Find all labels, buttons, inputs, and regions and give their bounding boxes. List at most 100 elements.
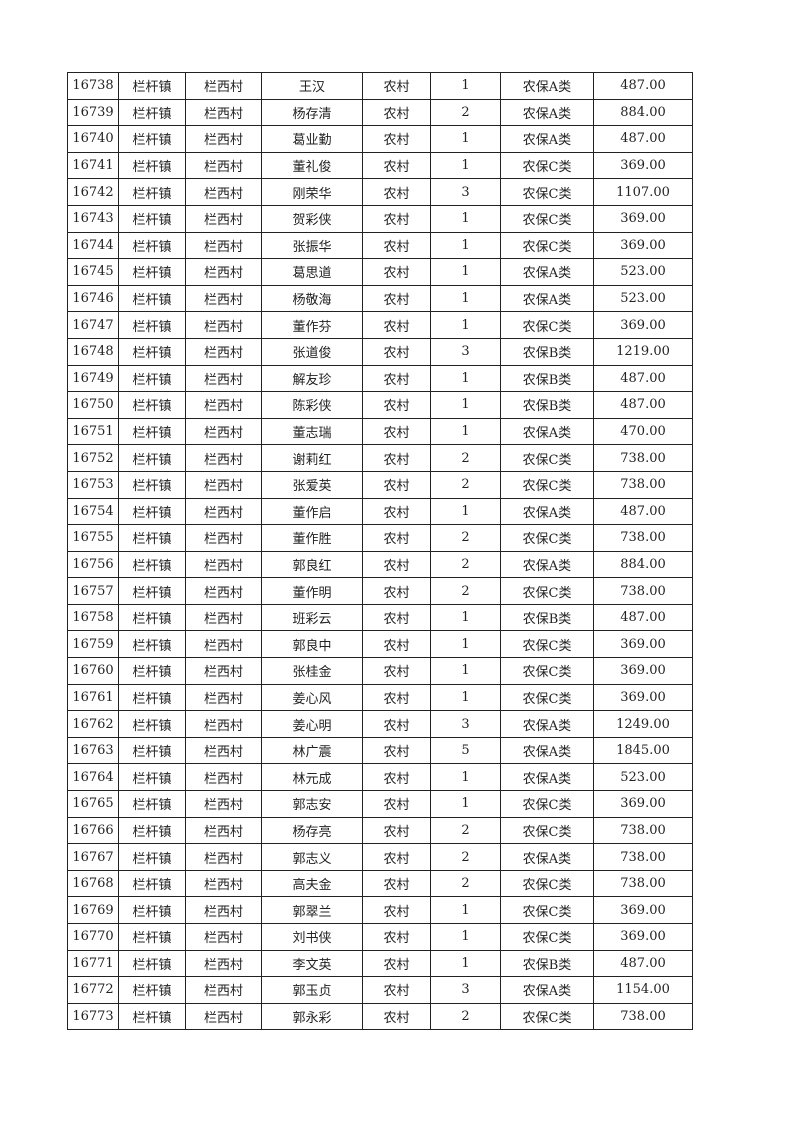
row-id-cell: 16756: [67, 550, 119, 579]
household-type-cell: 农村: [362, 896, 431, 924]
village-cell: 栏西村: [185, 284, 262, 313]
table-row: 16744 栏杆镇 栏西村 张振华 农村 1 农保C类 369.00: [67, 231, 693, 260]
household-type-cell: 农村: [362, 231, 431, 260]
insurance-class-cell: 农保C类: [500, 470, 594, 499]
member-count-cell: 3: [430, 710, 501, 738]
insurance-class-cell: 农保B类: [500, 391, 594, 419]
member-count-cell: 2: [430, 524, 501, 552]
village-cell: 栏西村: [185, 657, 262, 685]
insurance-class-cell: 农保A类: [500, 72, 594, 100]
household-type-cell: 农村: [362, 790, 431, 818]
town-cell: 栏杆镇: [118, 337, 186, 366]
member-count-cell: 2: [430, 470, 501, 499]
name-cell: 姜心明: [261, 710, 363, 738]
town-cell: 栏杆镇: [118, 949, 186, 978]
row-id-cell: 16759: [67, 630, 119, 659]
household-type-cell: 农村: [362, 178, 431, 206]
amount-cell: 1845.00: [593, 736, 693, 765]
name-cell: 董作明: [261, 577, 363, 605]
household-type-cell: 农村: [362, 710, 431, 738]
table-row: 16759 栏杆镇 栏西村 郭良中 农村 1 农保C类 369.00: [67, 630, 693, 659]
row-id-cell: 16747: [67, 311, 119, 339]
row-id-cell: 16772: [67, 976, 119, 1004]
amount-cell: 369.00: [593, 630, 693, 659]
town-cell: 栏杆镇: [118, 1002, 186, 1031]
table-row: 16762 栏杆镇 栏西村 姜心明 农村 3 农保A类 1249.00: [67, 710, 693, 738]
member-count-cell: 1: [430, 683, 501, 712]
table-row: 16747 栏杆镇 栏西村 董作芬 农村 1 农保C类 369.00: [67, 311, 693, 339]
name-cell: 郭志义: [261, 843, 363, 871]
town-cell: 栏杆镇: [118, 923, 186, 951]
name-cell: 张桂金: [261, 657, 363, 685]
amount-cell: 487.00: [593, 949, 693, 978]
row-id-cell: 16768: [67, 869, 119, 898]
row-id-cell: 16758: [67, 603, 119, 632]
table-row: 16767 栏杆镇 栏西村 郭志义 农村 2 农保A类 738.00: [67, 843, 693, 871]
table-row: 16757 栏杆镇 栏西村 董作明 农村 2 农保C类 738.00: [67, 577, 693, 605]
name-cell: 董礼俊: [261, 151, 363, 180]
member-count-cell: 3: [430, 337, 501, 366]
table-row: 16740 栏杆镇 栏西村 葛业勤 农村 1 农保A类 487.00: [67, 125, 693, 153]
table-row: 16752 栏杆镇 栏西村 谢莉红 农村 2 农保C类 738.00: [67, 444, 693, 472]
table-row: 16739 栏杆镇 栏西村 杨存清 农村 2 农保A类 884.00: [67, 98, 693, 127]
amount-cell: 369.00: [593, 657, 693, 685]
insurance-class-cell: 农保A类: [500, 125, 594, 153]
town-cell: 栏杆镇: [118, 444, 186, 472]
name-cell: 郭永彩: [261, 1002, 363, 1031]
row-id-cell: 16750: [67, 391, 119, 419]
row-id-cell: 16767: [67, 843, 119, 871]
insurance-class-cell: 农保C类: [500, 444, 594, 472]
insurance-class-cell: 农保C类: [500, 683, 594, 712]
table-row: 16765 栏杆镇 栏西村 郭志安 农村 1 农保C类 369.00: [67, 790, 693, 818]
name-cell: 郭玉贞: [261, 976, 363, 1004]
household-type-cell: 农村: [362, 843, 431, 871]
town-cell: 栏杆镇: [118, 364, 186, 393]
amount-cell: 470.00: [593, 417, 693, 446]
row-id-cell: 16738: [67, 72, 119, 100]
village-cell: 栏西村: [185, 151, 262, 180]
name-cell: 杨存亮: [261, 816, 363, 845]
member-count-cell: 2: [430, 843, 501, 871]
name-cell: 董作芬: [261, 311, 363, 339]
village-cell: 栏西村: [185, 896, 262, 924]
household-type-cell: 农村: [362, 869, 431, 898]
village-cell: 栏西村: [185, 391, 262, 419]
insurance-class-cell: 农保C类: [500, 524, 594, 552]
table-row: 16769 栏杆镇 栏西村 郭翠兰 农村 1 农保C类 369.00: [67, 896, 693, 924]
insurance-class-cell: 农保C类: [500, 657, 594, 685]
amount-cell: 1249.00: [593, 710, 693, 738]
town-cell: 栏杆镇: [118, 577, 186, 605]
table-row: 16750 栏杆镇 栏西村 陈彩侠 农村 1 农保B类 487.00: [67, 391, 693, 419]
insurance-class-cell: 农保A类: [500, 98, 594, 127]
household-type-cell: 农村: [362, 444, 431, 472]
town-cell: 栏杆镇: [118, 630, 186, 659]
table-row: 16748 栏杆镇 栏西村 张道俊 农村 3 农保B类 1219.00: [67, 337, 693, 366]
member-count-cell: 2: [430, 869, 501, 898]
name-cell: 张道俊: [261, 337, 363, 366]
amount-cell: 1219.00: [593, 337, 693, 366]
name-cell: 李文英: [261, 949, 363, 978]
member-count-cell: 2: [430, 816, 501, 845]
town-cell: 栏杆镇: [118, 98, 186, 127]
name-cell: 董作启: [261, 497, 363, 526]
member-count-cell: 1: [430, 790, 501, 818]
amount-cell: 487.00: [593, 125, 693, 153]
member-count-cell: 1: [430, 497, 501, 526]
town-cell: 栏杆镇: [118, 603, 186, 632]
village-cell: 栏西村: [185, 497, 262, 526]
household-type-cell: 农村: [362, 151, 431, 180]
insurance-class-cell: 农保C类: [500, 151, 594, 180]
table-row: 16753 栏杆镇 栏西村 张爱英 农村 2 农保C类 738.00: [67, 470, 693, 499]
table-row: 16771 栏杆镇 栏西村 李文英 农村 1 农保B类 487.00: [67, 949, 693, 978]
member-count-cell: 1: [430, 151, 501, 180]
village-cell: 栏西村: [185, 949, 262, 978]
household-type-cell: 农村: [362, 524, 431, 552]
insurance-class-cell: 农保C类: [500, 790, 594, 818]
village-cell: 栏西村: [185, 444, 262, 472]
household-type-cell: 农村: [362, 630, 431, 659]
household-type-cell: 农村: [362, 417, 431, 446]
name-cell: 姜心风: [261, 683, 363, 712]
village-cell: 栏西村: [185, 470, 262, 499]
member-count-cell: 1: [430, 630, 501, 659]
town-cell: 栏杆镇: [118, 896, 186, 924]
